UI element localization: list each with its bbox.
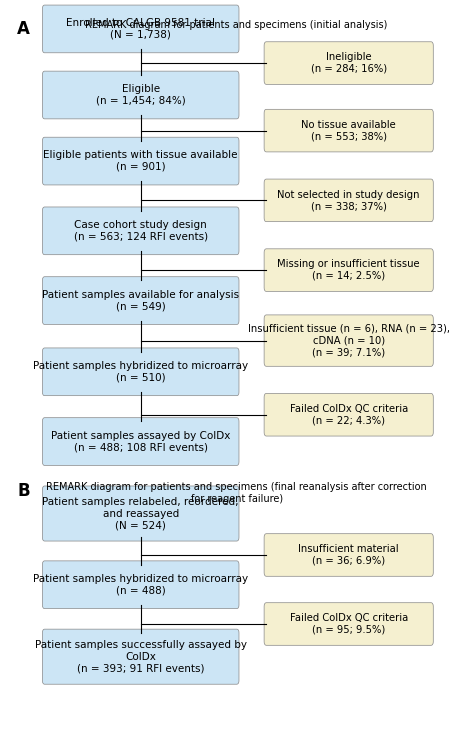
Text: Patient samples successfully assayed by
ColDx
(n = 393; 91 RFI events): Patient samples successfully assayed by … [35, 640, 246, 674]
FancyBboxPatch shape [264, 394, 433, 436]
FancyBboxPatch shape [264, 42, 433, 84]
Text: Case cohort study design
(n = 563; 124 RFI events): Case cohort study design (n = 563; 124 R… [73, 220, 208, 242]
Text: Ineligible
(n = 284; 16%): Ineligible (n = 284; 16%) [310, 52, 387, 74]
FancyBboxPatch shape [42, 5, 239, 53]
Text: A: A [17, 20, 30, 38]
Text: Failed ColDx QC criteria
(n = 22; 4.3%): Failed ColDx QC criteria (n = 22; 4.3%) [290, 404, 408, 425]
Text: B: B [17, 482, 30, 500]
FancyBboxPatch shape [42, 207, 239, 255]
FancyBboxPatch shape [42, 561, 239, 609]
Text: Patient samples assayed by ColDx
(n = 488; 108 RFI events): Patient samples assayed by ColDx (n = 48… [51, 430, 230, 453]
Text: Eligible
(n = 1,454; 84%): Eligible (n = 1,454; 84%) [96, 84, 185, 106]
Text: REMARK diagram for patients and specimens (final reanalysis after correction
for: REMARK diagram for patients and specimen… [46, 482, 427, 504]
Text: Enrolled to CALGB 9581 trial
(N = 1,738): Enrolled to CALGB 9581 trial (N = 1,738) [66, 18, 215, 40]
Text: Patient samples available for analysis
(n = 549): Patient samples available for analysis (… [42, 290, 239, 312]
FancyBboxPatch shape [42, 629, 239, 684]
Text: No tissue available
(n = 553; 38%): No tissue available (n = 553; 38%) [301, 120, 396, 142]
FancyBboxPatch shape [264, 179, 433, 222]
FancyBboxPatch shape [264, 249, 433, 291]
FancyBboxPatch shape [264, 603, 433, 646]
FancyBboxPatch shape [42, 486, 239, 541]
Text: Patient samples relabeled, reordered,
and reassayed
(N = 524): Patient samples relabeled, reordered, an… [43, 497, 239, 530]
Text: Insufficient material
(n = 36; 6.9%): Insufficient material (n = 36; 6.9%) [299, 544, 399, 566]
Text: Missing or insufficient tissue
(n = 14; 2.5%): Missing or insufficient tissue (n = 14; … [277, 259, 420, 281]
Text: Eligible patients with tissue available
(n = 901): Eligible patients with tissue available … [44, 150, 238, 172]
FancyBboxPatch shape [42, 276, 239, 324]
Text: Not selected in study design
(n = 338; 37%): Not selected in study design (n = 338; 3… [277, 189, 420, 212]
FancyBboxPatch shape [264, 315, 433, 366]
FancyBboxPatch shape [42, 71, 239, 119]
FancyBboxPatch shape [42, 418, 239, 466]
FancyBboxPatch shape [42, 348, 239, 396]
Text: Patient samples hybridized to microarray
(n = 510): Patient samples hybridized to microarray… [33, 361, 248, 383]
Text: REMARK diagram for patients and specimens (initial analysis): REMARK diagram for patients and specimen… [85, 20, 388, 29]
FancyBboxPatch shape [264, 109, 433, 152]
Text: Failed ColDx QC criteria
(n = 95; 9.5%): Failed ColDx QC criteria (n = 95; 9.5%) [290, 613, 408, 635]
FancyBboxPatch shape [264, 534, 433, 576]
FancyBboxPatch shape [42, 137, 239, 185]
Text: Insufficient tissue (n = 6), RNA (n = 23),
cDNA (n = 10)
(n = 39; 7.1%): Insufficient tissue (n = 6), RNA (n = 23… [248, 324, 450, 357]
Text: Patient samples hybridized to microarray
(n = 488): Patient samples hybridized to microarray… [33, 574, 248, 595]
